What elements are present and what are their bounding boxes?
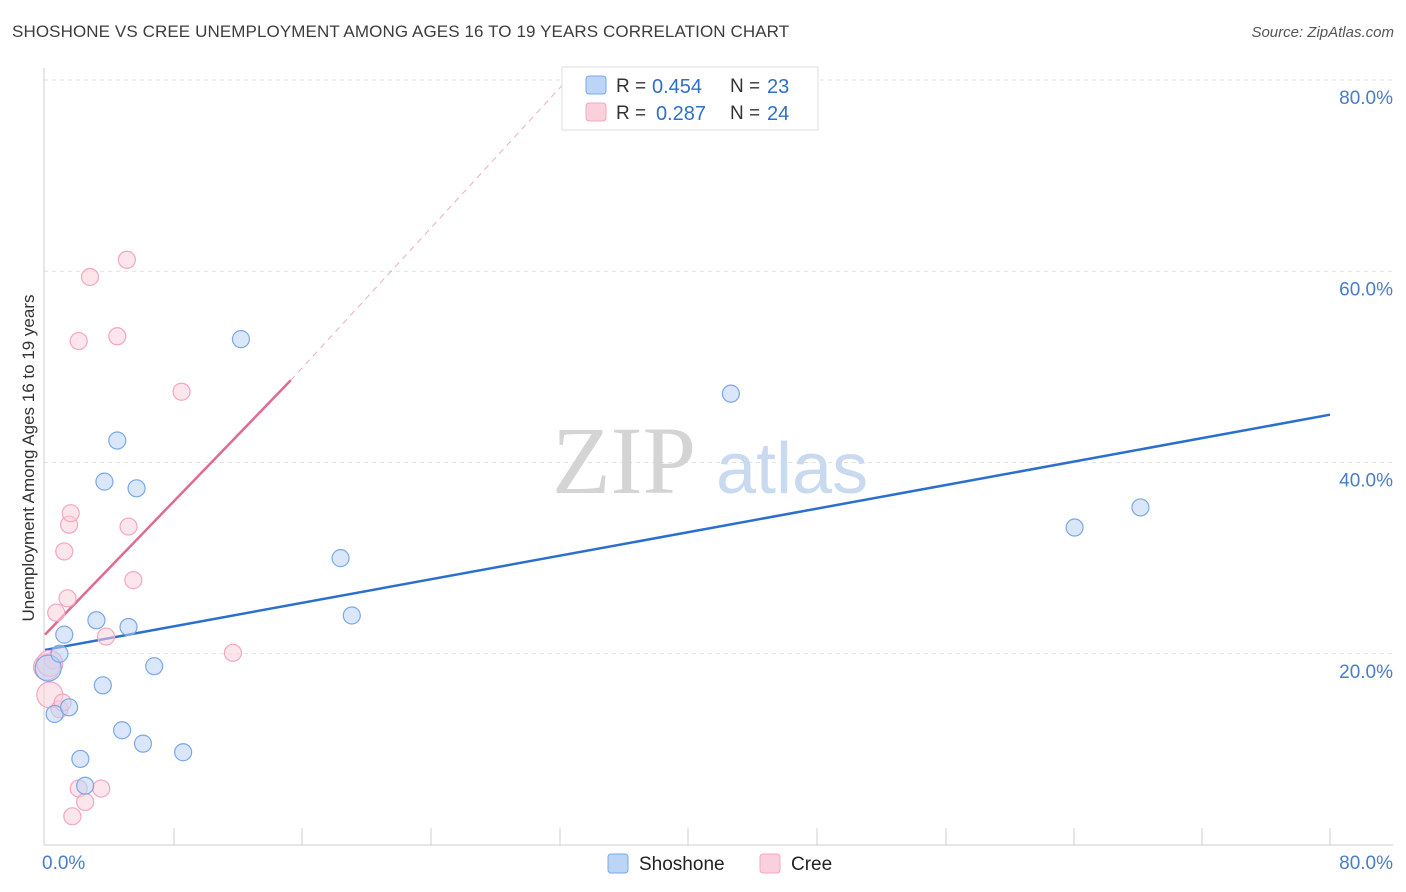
watermark-atlas: atlas (716, 429, 868, 509)
point-shoshone-17 (231, 330, 251, 349)
point-shoshone-7 (87, 611, 106, 630)
point-shoshone-13 (127, 479, 146, 498)
point-shoshone-14 (133, 734, 153, 753)
watermark: ZIP atlas (552, 407, 868, 514)
stats-n-label-2: N = (730, 103, 760, 124)
axes (43, 68, 1393, 846)
point-cree-20 (124, 571, 143, 590)
x-tick-label-max: 80.0% (1339, 853, 1393, 874)
stats-r-label-2: R = (616, 103, 646, 124)
point-cree-18 (117, 250, 137, 269)
point-shoshone-20 (721, 384, 740, 403)
point-shoshone-22 (1131, 498, 1150, 517)
point-shoshone-2 (50, 644, 69, 663)
data-points (33, 250, 1150, 826)
stats-legend: R = 0.454 N = 23 R = 0.287 N = 24 (561, 66, 819, 131)
stats-r-value-2: 0.287 (656, 103, 706, 125)
stats-swatch-shoshone (585, 75, 607, 95)
point-cree-13 (76, 792, 95, 812)
y-axis-title: Unemployment Among Ages 16 to 19 years (19, 295, 38, 622)
x-tick-label-min: 0.0% (42, 853, 85, 874)
point-shoshone-21 (1065, 518, 1084, 537)
chart-title: SHOSHONE VS CREE UNEMPLOYMENT AMONG AGES… (12, 22, 790, 41)
point-shoshone-16 (174, 743, 193, 762)
point-cree-22 (223, 643, 243, 662)
stats-n-label-1: N = (730, 76, 760, 97)
point-shoshone-19 (342, 606, 361, 625)
point-shoshone-5 (71, 749, 90, 769)
legend-swatch-cree (759, 853, 781, 874)
point-cree-21 (172, 382, 191, 401)
point-cree-12 (69, 331, 88, 351)
y-tick-label-3: 80.0% (1339, 88, 1393, 109)
point-cree-17 (108, 327, 127, 346)
trend-line-extension-cree (290, 79, 568, 381)
point-shoshone-18 (331, 549, 350, 568)
legend-label-cree: Cree (791, 854, 832, 875)
legend-swatch-shoshone (607, 853, 629, 874)
stats-n-value-1: 23 (767, 76, 789, 98)
point-shoshone-15 (145, 657, 164, 676)
point-shoshone-3 (55, 625, 74, 644)
series-legend: Shoshone Cree (607, 853, 832, 875)
point-shoshone-9 (95, 472, 114, 491)
legend-label-shoshone: Shoshone (639, 854, 725, 875)
point-cree-15 (92, 779, 111, 798)
stats-r-value-1: 0.454 (652, 76, 702, 98)
source-label: Source: ZipAtlas.com (1251, 24, 1394, 41)
point-cree-9 (61, 504, 80, 523)
point-cree-3 (47, 603, 66, 622)
point-shoshone-0 (34, 654, 62, 682)
trend-lines (44, 79, 1331, 652)
point-shoshone-11 (112, 721, 132, 740)
trend-line-cree (44, 379, 292, 636)
trend-line-shoshone (44, 413, 1331, 652)
stats-r-label-1: R = (616, 76, 646, 97)
stats-swatch-cree (585, 102, 607, 122)
y-tick-label-2: 60.0% (1339, 279, 1393, 300)
grid-lines (44, 79, 1393, 655)
point-shoshone-6 (76, 776, 95, 795)
point-cree-16 (96, 627, 116, 646)
tick-labels: 0.0% 80.0% 20.0% 40.0% 60.0% 80.0% (42, 88, 1393, 874)
point-shoshone-12 (119, 617, 138, 637)
point-shoshone-4 (59, 698, 79, 717)
watermark-zip: ZIP (552, 407, 696, 514)
point-cree-10 (63, 807, 82, 826)
point-cree-7 (58, 589, 77, 608)
point-shoshone-10 (108, 431, 127, 450)
point-cree-14 (80, 267, 100, 287)
y-tick-label-1: 40.0% (1339, 471, 1393, 492)
point-cree-19 (119, 517, 138, 536)
point-cree-6 (55, 542, 74, 561)
stats-n-value-2: 24 (767, 103, 789, 125)
y-tick-label-0: 20.0% (1339, 662, 1393, 683)
point-shoshone-8 (93, 676, 112, 695)
